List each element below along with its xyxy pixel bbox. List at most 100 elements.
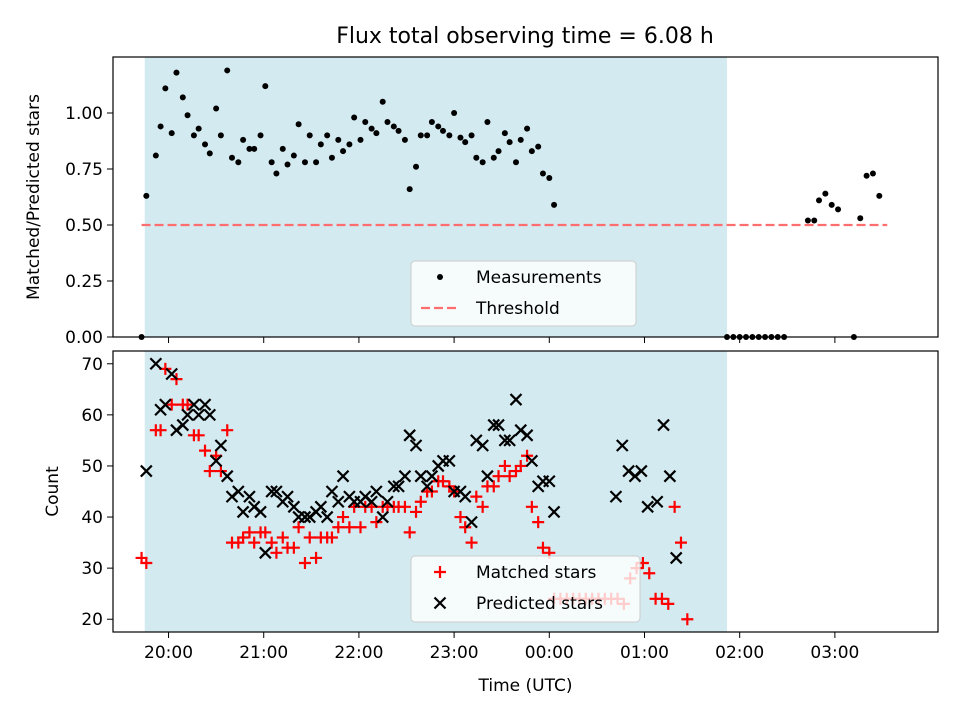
predicted-star-marker — [650, 495, 664, 508]
measurement-point — [495, 148, 502, 155]
matched-star-marker — [525, 500, 538, 513]
measurement-point — [539, 170, 546, 177]
predicted-star-marker — [657, 418, 670, 432]
measurement-point — [373, 130, 380, 137]
predicted-star-marker — [409, 439, 423, 452]
predicted-star-marker — [443, 454, 456, 468]
matched-star-marker — [487, 480, 500, 493]
predicted-star-marker — [492, 418, 505, 432]
matched-star-marker — [437, 475, 449, 488]
matched-star-marker — [237, 531, 250, 544]
matched-star-marker — [465, 536, 478, 549]
predicted-star-marker — [336, 469, 350, 483]
measurement-point — [346, 141, 353, 148]
x-tick-label: 02:00 — [715, 643, 764, 663]
predicted-star-marker — [203, 408, 217, 422]
measurement-point — [173, 69, 180, 76]
matched-star-marker — [310, 551, 323, 564]
top-panel: 0.00 0.25 0.50 0.75 1.00 Matched/Predicted st… — [24, 56, 939, 348]
measurement-point — [524, 125, 531, 132]
matched-star-marker — [681, 613, 694, 626]
measurement-point — [184, 112, 191, 119]
measurement-point — [235, 159, 242, 166]
measurement-point — [869, 170, 876, 177]
predicted-star-marker — [403, 429, 416, 442]
legend-box — [410, 555, 641, 623]
predicted-star-marker — [498, 434, 512, 447]
measurement-point — [863, 172, 870, 179]
matched-star-marker — [403, 526, 416, 539]
measurement-point — [822, 190, 829, 197]
predicted-star-marker — [543, 475, 556, 488]
predicted-star-marker — [159, 398, 172, 411]
y-axis-label: Count — [43, 466, 63, 517]
predicted-star-marker — [259, 546, 272, 560]
predicted-star-marker — [381, 495, 394, 508]
measurement-point — [152, 152, 159, 159]
matched-star-marker — [192, 429, 205, 442]
matched-star-marker — [292, 521, 305, 534]
measurement-point — [335, 136, 342, 143]
predicted-star-marker — [198, 398, 212, 411]
predicted-star-marker — [425, 469, 439, 483]
matched-star-marker — [259, 526, 272, 539]
predicted-star-marker — [332, 495, 345, 508]
measurement-point — [816, 197, 823, 204]
legend-label: Measurements — [476, 268, 602, 288]
predicted-star-marker — [609, 490, 623, 503]
legend-marker — [433, 596, 447, 610]
predicted-star-marker — [509, 393, 523, 406]
measurement-point — [876, 192, 883, 199]
predicted-star-marker — [320, 510, 334, 524]
matched-star-marker — [414, 495, 427, 508]
predicted-star-marker — [520, 429, 534, 442]
predicted-star-marker — [392, 480, 405, 493]
x-tick-label: 03:00 — [810, 643, 859, 663]
y-tick-label: 70 — [81, 355, 103, 375]
matched-star-marker — [165, 398, 178, 411]
matched-star-marker — [503, 470, 516, 483]
matched-star-marker — [270, 546, 283, 559]
matched-star-marker — [668, 500, 681, 513]
y-tick-label: 20 — [81, 610, 103, 630]
measurement-point — [406, 186, 413, 193]
matched-star-marker — [643, 567, 656, 580]
matched-star-marker — [655, 592, 668, 605]
measurement-point — [273, 170, 280, 177]
measurement-point — [246, 145, 253, 152]
predicted-star-marker — [187, 398, 201, 411]
predicted-star-marker — [209, 454, 223, 468]
measurement-point — [162, 85, 169, 92]
measurement-point — [257, 132, 264, 139]
y-tick-label: 30 — [81, 559, 103, 579]
plot-frame — [112, 56, 939, 338]
measurement-point — [546, 174, 553, 181]
predicted-star-marker — [265, 485, 278, 498]
measurement-point — [279, 145, 286, 152]
predicted-star-marker — [314, 500, 328, 514]
plot-frame — [112, 350, 939, 633]
predicted-star-marker — [547, 505, 561, 519]
x-tick-label: 22:00 — [334, 643, 383, 663]
predicted-star-marker — [254, 505, 267, 519]
measurement-point — [828, 201, 835, 208]
predicted-star-marker — [243, 490, 256, 503]
predicted-star-marker — [181, 408, 194, 422]
measurement-point — [351, 114, 358, 121]
measurement-point — [301, 159, 308, 166]
matched-star-marker — [370, 516, 383, 529]
matched-star-marker — [343, 521, 356, 534]
measurement-point — [324, 132, 331, 139]
measurement-point — [217, 132, 224, 139]
predicted-star-marker — [370, 485, 383, 498]
matched-star-marker — [498, 459, 511, 472]
x-tick-label: 23:00 — [430, 643, 479, 663]
y-tick-label: 0.00 — [65, 328, 103, 348]
measurement-point — [190, 132, 197, 139]
predicted-star-marker — [140, 464, 153, 478]
measurement-point — [512, 159, 519, 166]
y-tick-label: 60 — [81, 406, 103, 426]
predicted-star-marker — [165, 367, 178, 381]
predicted-star-marker — [476, 439, 489, 452]
measurement-point — [535, 143, 542, 150]
